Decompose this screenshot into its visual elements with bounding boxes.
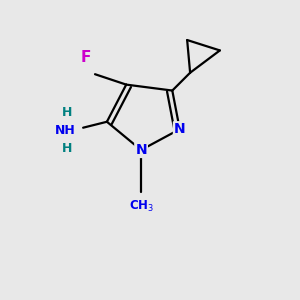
Text: CH$_3$: CH$_3$ xyxy=(128,199,154,214)
Text: H: H xyxy=(61,142,72,155)
Text: NH: NH xyxy=(55,124,76,137)
Text: N: N xyxy=(135,143,147,157)
Text: H: H xyxy=(61,106,72,119)
Text: F: F xyxy=(81,50,91,65)
Text: N: N xyxy=(174,122,185,136)
